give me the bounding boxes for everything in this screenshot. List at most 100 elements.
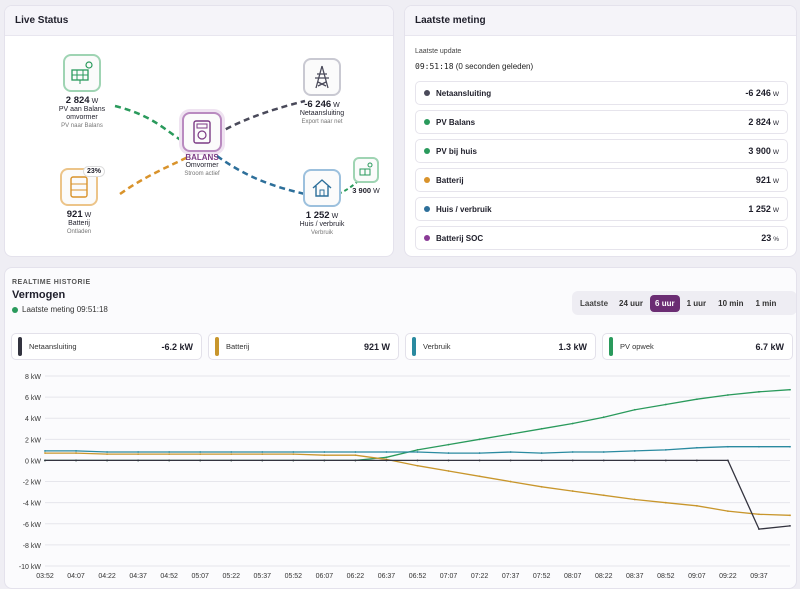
measurement-row: Huis / verbruik 1 252 W <box>415 197 788 221</box>
measurement-row: PV bij huis 3 900 W <box>415 139 788 163</box>
measurement-value: 921 W <box>755 175 779 185</box>
pv-value: 2 824 W <box>65 95 99 106</box>
house-node[interactable]: 1 252 W Huis / verbruik Verbruik <box>292 169 352 237</box>
data-point <box>695 446 698 449</box>
data-point <box>571 451 574 453</box>
data-point <box>385 456 388 459</box>
x-tick-label: 06:07 <box>316 573 334 580</box>
x-tick-label: 05:37 <box>254 573 272 580</box>
measurement-label: Batterij SOC <box>436 233 484 243</box>
y-tick-label: -8 kW <box>23 543 42 550</box>
data-point <box>385 459 388 462</box>
battery-sub: Ontladen <box>66 229 92 235</box>
data-point <box>571 459 574 462</box>
battery-soc-badge: 23% <box>83 166 106 177</box>
data-point <box>664 459 667 462</box>
battery-icon <box>60 168 98 206</box>
measurement-value: 3 900 W <box>748 146 779 156</box>
data-point <box>199 459 202 462</box>
range-label: Laatste <box>580 298 609 308</box>
range-option[interactable]: 6 uur <box>650 294 680 312</box>
last-measurement-title: Laatste meting <box>405 6 796 36</box>
measurement-value: -6 246 W <box>745 88 779 98</box>
data-point <box>168 459 171 462</box>
x-tick-label: 05:52 <box>285 573 303 580</box>
x-tick-label: 08:52 <box>657 573 675 580</box>
range-option[interactable]: 10 min <box>718 298 744 308</box>
data-point <box>168 451 171 453</box>
x-tick-label: 04:52 <box>160 573 178 580</box>
summary-card[interactable]: Batterij 921 W <box>208 333 399 360</box>
battery-node[interactable]: 921 W Batterij Ontladen <box>49 168 109 236</box>
data-point <box>571 422 574 425</box>
battery-name: Batterij <box>68 220 90 227</box>
y-tick-label: -2 kW <box>23 480 42 487</box>
data-point <box>478 452 481 454</box>
data-point <box>323 454 326 457</box>
pv-house-node[interactable]: 3 900 W <box>348 157 384 195</box>
live-status-card: Live Status 2 824 W PV aan Balans omvorme… <box>4 5 394 257</box>
data-point <box>695 459 698 462</box>
inverter-node[interactable]: BALANS Omvormer Stroom actief <box>172 112 232 178</box>
x-tick-label: 06:37 <box>378 573 396 580</box>
data-point <box>44 459 46 462</box>
series-color-bar <box>609 337 613 356</box>
history-tag: REALTIME HISTORIE <box>12 279 91 286</box>
pv-node[interactable]: 2 824 W PV aan Balans omvormer PV naar Ba… <box>52 54 112 130</box>
house-icon <box>303 169 341 207</box>
range-selector: Laatste 24 uur 6 uur 1 uur 10 min 1 min <box>572 291 796 315</box>
data-point <box>540 459 543 462</box>
data-point <box>695 504 698 507</box>
range-option[interactable]: 24 uur <box>619 298 644 308</box>
range-option[interactable]: 1 uur <box>686 298 707 308</box>
summary-label: PV opwek <box>620 342 654 351</box>
status-dot-icon <box>424 206 430 212</box>
last-measurement-card: Laatste meting Laatste update 09:51:18 (… <box>404 5 797 257</box>
data-point <box>261 451 264 453</box>
series-color-bar <box>412 337 416 356</box>
status-dot-icon <box>424 177 430 183</box>
data-point <box>354 454 357 457</box>
inverter-sub2: Stroom actief <box>184 171 220 177</box>
status-dot-icon <box>424 235 430 241</box>
data-point <box>447 452 450 454</box>
summary-card[interactable]: Netaansluiting -6.2 kW <box>11 333 202 360</box>
data-point <box>292 451 295 453</box>
measurement-label: PV bij huis <box>436 146 477 156</box>
x-tick-label: 03:52 <box>36 573 54 580</box>
grid-value: -6 246 W <box>304 99 340 110</box>
y-tick-label: 2 kW <box>25 437 41 444</box>
data-point <box>664 403 667 406</box>
summary-card[interactable]: PV opwek 6.7 kW <box>602 333 793 360</box>
x-tick-label: 07:07 <box>440 573 458 580</box>
data-point <box>758 528 760 530</box>
summary-card[interactable]: Verbruik 1.3 kW <box>405 333 596 360</box>
data-point <box>44 452 46 454</box>
y-tick-label: -6 kW <box>23 522 42 529</box>
data-point <box>571 490 574 492</box>
grid-node[interactable]: -6 246 W Netaansluiting Export naar net <box>292 58 352 126</box>
summary-value: 6.7 kW <box>755 341 784 352</box>
y-tick-label: 8 kW <box>25 374 41 381</box>
y-tick-label: 0 kW <box>25 458 41 465</box>
summary-label: Netaansluiting <box>29 342 77 351</box>
data-point <box>478 475 481 478</box>
x-tick-label: 08:37 <box>626 573 644 580</box>
series-line <box>45 452 791 516</box>
data-point <box>540 427 543 430</box>
data-point <box>602 451 605 453</box>
data-point <box>106 459 108 462</box>
status-dot-icon <box>424 119 430 125</box>
measurement-label: Batterij <box>436 175 464 185</box>
data-point <box>540 485 543 488</box>
range-option[interactable]: 1 min <box>755 298 777 308</box>
data-point <box>230 459 233 462</box>
data-point <box>509 451 512 453</box>
power-tower-icon <box>303 58 341 96</box>
x-tick-label: 07:52 <box>533 573 551 580</box>
house-value: 1 252 W <box>305 210 339 221</box>
data-point <box>261 459 264 462</box>
summary-value: 1.3 kW <box>558 341 587 352</box>
pv-name: PV aan Balans <box>58 106 106 113</box>
status-dot-icon <box>424 148 430 154</box>
